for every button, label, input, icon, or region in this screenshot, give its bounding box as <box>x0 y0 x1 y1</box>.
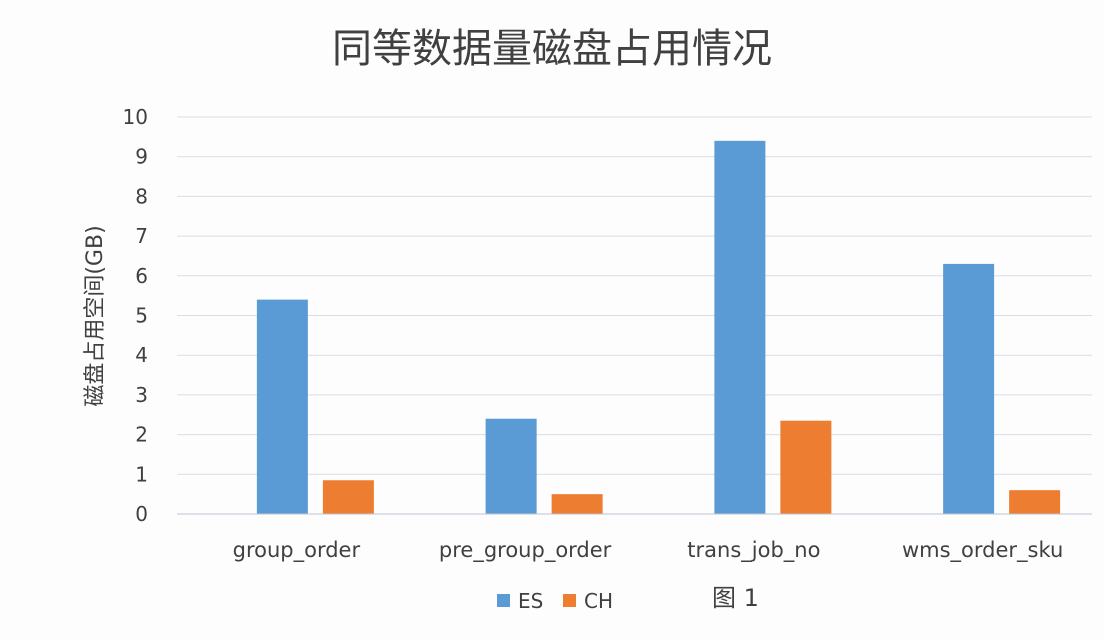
bar-ch-group-order <box>322 480 374 514</box>
y-tick-label: 0 <box>135 502 148 526</box>
y-axis-ticks: 0 1 2 3 4 5 6 7 8 9 10 <box>123 105 148 526</box>
y-tick-label: 5 <box>135 304 148 328</box>
chart-title: 同等数据量磁盘占用情况 <box>332 26 772 72</box>
y-tick-label: 10 <box>123 105 148 129</box>
bar-es-group-order <box>256 299 308 514</box>
legend-label-ch: CH <box>584 589 613 613</box>
bar-es-trans-job-no <box>714 140 766 514</box>
legend-label-es: ES <box>518 589 543 613</box>
x-category-label: pre_group_order <box>439 538 612 563</box>
x-category-label: trans_job_no <box>687 538 820 563</box>
y-tick-label: 8 <box>135 184 148 208</box>
x-axis-categories: group_order pre_group_order trans_job_no wm… <box>233 538 1064 563</box>
bar-ch-pre-group-order <box>551 494 603 514</box>
legend-swatch-ch <box>563 594 576 607</box>
bar-ch-trans-job-no <box>780 420 832 514</box>
y-tick-label: 4 <box>135 343 148 367</box>
x-category-label: wms_order_sku <box>902 538 1063 563</box>
bar-es-pre-group-order <box>485 418 537 514</box>
y-tick-label: 1 <box>135 462 148 486</box>
gridlines <box>177 116 1092 475</box>
y-tick-label: 3 <box>135 383 148 407</box>
legend: ES CH <box>497 589 613 613</box>
figure-caption: 图 1 <box>712 584 759 612</box>
y-tick-label: 6 <box>135 264 148 288</box>
bar-ch-wms-order-sku <box>1009 490 1061 514</box>
y-axis-label: 磁盘占用空间(GB) <box>83 225 108 406</box>
x-category-label: group_order <box>233 538 361 563</box>
bar-es-wms-order-sku <box>943 263 995 514</box>
y-tick-label: 2 <box>135 423 148 447</box>
y-tick-label: 9 <box>135 145 148 169</box>
y-tick-label: 7 <box>135 224 148 248</box>
legend-swatch-es <box>497 594 510 607</box>
bars <box>256 140 1061 514</box>
